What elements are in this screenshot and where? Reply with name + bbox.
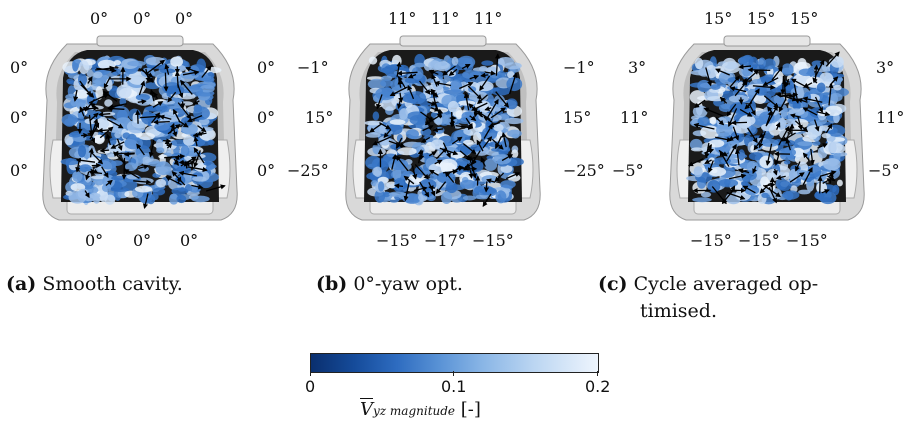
right-angle: 3° bbox=[876, 58, 895, 77]
left-angle: −1° bbox=[297, 58, 329, 77]
colorbar-tick bbox=[453, 371, 454, 376]
vehicle-rear-velocity-field-b bbox=[345, 35, 541, 221]
left-angle: 3° bbox=[628, 58, 647, 77]
bottom-angle: 0° bbox=[180, 231, 199, 250]
colorbar-tick-label: 0.2 bbox=[585, 377, 611, 396]
velocity-vectors bbox=[687, 51, 840, 205]
top-angle: 15° bbox=[747, 9, 776, 28]
top-angle: 11° bbox=[388, 9, 417, 28]
bottom-angle: −17° bbox=[424, 231, 466, 250]
left-angle: 0° bbox=[10, 108, 29, 127]
bottom-angle: 0° bbox=[133, 231, 152, 250]
bottom-angle: 0° bbox=[85, 231, 104, 250]
bottom-angle: −15° bbox=[690, 231, 732, 250]
bottom-angle: −15° bbox=[472, 231, 514, 250]
left-angle: −25° bbox=[287, 161, 329, 180]
velocity-vectors bbox=[369, 53, 521, 207]
colorbar-tick bbox=[310, 371, 311, 376]
top-angle: 11° bbox=[431, 9, 460, 28]
top-angle: 0° bbox=[90, 9, 109, 28]
velocity-magnitude-field bbox=[60, 54, 222, 206]
colorbar bbox=[310, 353, 599, 373]
left-angle: −5° bbox=[612, 161, 644, 180]
bottom-angle: −15° bbox=[738, 231, 780, 250]
bottom-angle: −15° bbox=[786, 231, 828, 250]
top-angle: 11° bbox=[474, 9, 503, 28]
vehicle-rear-velocity-field-c bbox=[669, 35, 865, 221]
colorbar-label: Vyz magnitude [-] bbox=[360, 399, 481, 420]
left-angle: 0° bbox=[10, 161, 29, 180]
right-angle: 0° bbox=[257, 161, 276, 180]
caption-c-line2: timised. bbox=[640, 300, 718, 322]
right-angle: 0° bbox=[257, 108, 276, 127]
vehicle-rear-velocity-field-a bbox=[42, 35, 238, 221]
right-angle: −5° bbox=[868, 161, 900, 180]
bottom-angle: −15° bbox=[376, 231, 418, 250]
left-angle: 0° bbox=[10, 58, 29, 77]
right-angle: 11° bbox=[876, 108, 905, 127]
top-angle: 15° bbox=[790, 9, 819, 28]
left-angle: 11° bbox=[620, 108, 649, 127]
left-angle: 15° bbox=[305, 108, 334, 127]
top-angle: 15° bbox=[704, 9, 733, 28]
colorbar-tick-label: 0.1 bbox=[441, 377, 467, 396]
caption-b: (b) 0°-yaw opt. bbox=[316, 273, 463, 295]
caption-a: (a) Smooth cavity. bbox=[6, 273, 183, 295]
right-angle: −1° bbox=[563, 58, 595, 77]
colorbar-tick bbox=[597, 371, 598, 376]
right-angle: −25° bbox=[563, 161, 605, 180]
right-angle: 0° bbox=[257, 58, 276, 77]
caption-c: (c) Cycle averaged op- bbox=[598, 273, 819, 295]
top-angle: 0° bbox=[175, 9, 194, 28]
colorbar-tick-label: 0 bbox=[305, 377, 316, 396]
right-angle: 15° bbox=[563, 108, 592, 127]
velocity-vectors bbox=[73, 59, 226, 210]
top-angle: 0° bbox=[133, 9, 152, 28]
